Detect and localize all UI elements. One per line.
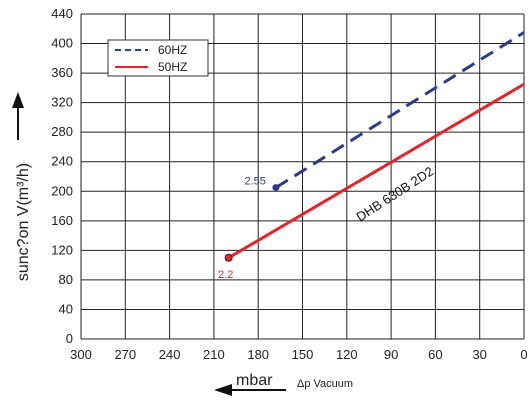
x-tick-label: 90 — [384, 347, 398, 362]
y-tick-label: 240 — [51, 154, 73, 169]
y-tick-label: 160 — [51, 213, 73, 228]
y-tick-labels: 0 40 80 120 160 200 240 280 320 360 400 440 — [51, 6, 73, 346]
series-start-point-60hz — [272, 184, 280, 192]
x-axis-arrow-icon — [214, 384, 286, 396]
x-axis-note: Δp Vacuum — [297, 378, 353, 390]
legend-label-60hz: 60HZ — [158, 43, 187, 57]
x-tick-label: 210 — [203, 347, 225, 362]
x-tick-label: 240 — [159, 347, 181, 362]
y-tick-label: 400 — [51, 36, 73, 51]
series-line-60hz — [275, 31, 525, 189]
x-tick-label: 60 — [428, 347, 442, 362]
series-line-50hz — [227, 82, 525, 260]
x-tick-labels: 300 270 240 210 180 150 120 90 60 30 0 — [70, 347, 527, 362]
y-tick-label: 200 — [51, 183, 73, 198]
legend-label-50hz: 50HZ — [158, 60, 187, 74]
y-tick-label: 80 — [59, 272, 73, 287]
legend: 60HZ 50HZ — [107, 39, 209, 77]
x-tick-label: 30 — [472, 347, 486, 362]
y-axis-label: sunc?on V(m³/h) — [15, 163, 32, 281]
y-axis-arrow-icon — [12, 92, 24, 140]
x-tick-label: 270 — [114, 347, 136, 362]
legend-box — [107, 39, 209, 77]
series-start-point-50hz — [224, 253, 233, 262]
grid — [80, 13, 525, 340]
y-tick-label: 280 — [51, 124, 73, 139]
model-annotation: DHB 630B 2D2 — [353, 164, 436, 225]
y-tick-label: 0 — [66, 331, 73, 346]
x-tick-label: 150 — [292, 347, 314, 362]
y-tick-label: 440 — [51, 6, 73, 21]
x-tick-label: 180 — [247, 347, 269, 362]
y-tick-label: 120 — [51, 242, 73, 257]
y-tick-label: 320 — [51, 95, 73, 110]
x-axis-label: mbar — [236, 372, 273, 389]
series-layer: 2.55 2.2 — [218, 31, 525, 281]
y-tick-label: 360 — [51, 65, 73, 80]
y-tick-label: 40 — [59, 301, 73, 316]
series-start-label-60hz: 2.55 — [244, 176, 265, 188]
x-tick-label: 300 — [70, 347, 92, 362]
series-start-label-50hz: 2.2 — [218, 269, 233, 281]
x-tick-label: 120 — [336, 347, 358, 362]
x-tick-label: 0 — [520, 347, 527, 362]
